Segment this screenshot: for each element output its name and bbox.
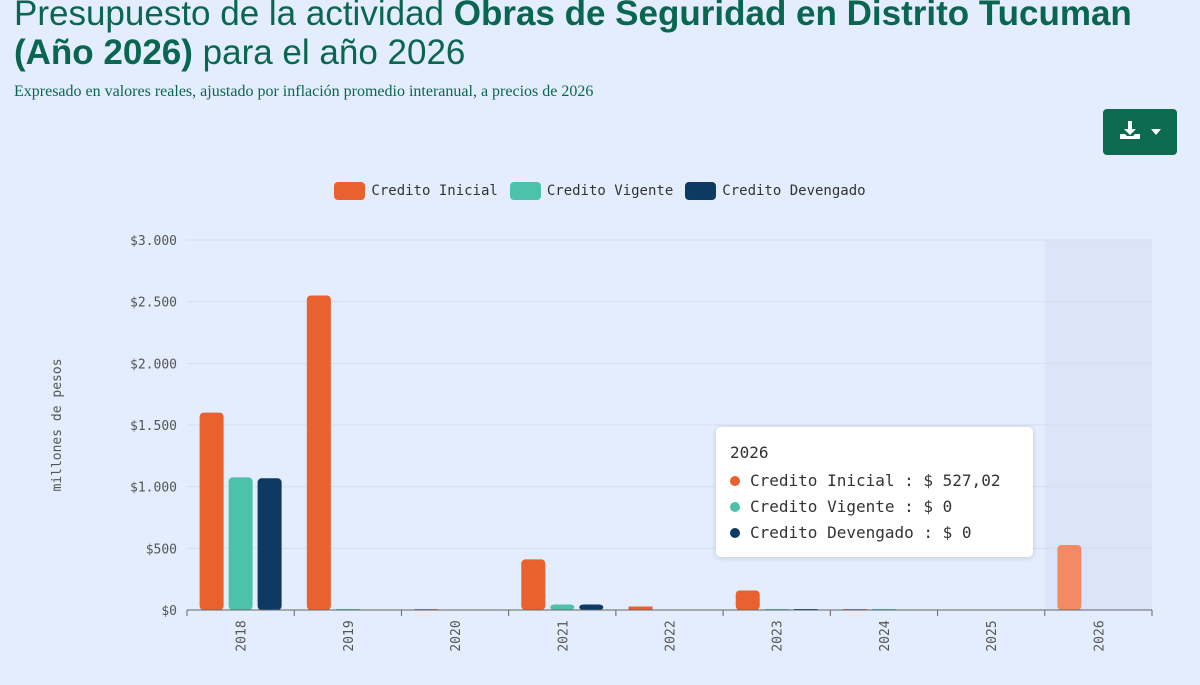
bar [199, 412, 224, 610]
y-tick-label: $3.000 [130, 234, 177, 249]
title-suffix: para el año 2026 [192, 33, 466, 72]
bar [257, 478, 282, 610]
tooltip-dot [730, 528, 740, 538]
y-tick-label: $2.000 [130, 357, 177, 372]
tooltip-text: Credito Devengado : $ 0 [750, 523, 972, 542]
chart-legend: Credito Inicial Credito Vigente Credito … [0, 182, 1200, 200]
bar [550, 604, 575, 610]
tooltip-row: Credito Vigente : $ 0 [730, 494, 1019, 520]
download-button[interactable] [1103, 109, 1177, 155]
legend-swatch [509, 182, 541, 200]
tooltip-dot [730, 502, 740, 512]
download-icon [1119, 120, 1141, 145]
tooltip-title: 2026 [730, 443, 769, 462]
x-tick-label: 2018 [235, 620, 250, 651]
y-tick-label: $1.000 [130, 481, 177, 496]
chart-tooltip: 2026 Credito Inicial : $ 527,02 Credito … [716, 427, 1033, 557]
legend-item-credito-devengado[interactable]: Credito Devengado [685, 182, 866, 200]
x-tick-label: 2019 [342, 620, 357, 651]
bar [521, 559, 546, 610]
x-tick-label: 2021 [556, 620, 571, 651]
x-tick-label: 2025 [985, 620, 1000, 651]
tooltip-text: Credito Inicial : $ 527,02 [750, 471, 1001, 490]
tooltip-row: Credito Devengado : $ 0 [730, 520, 1019, 546]
chevron-down-icon [1151, 129, 1161, 135]
y-tick-label: $500 [146, 542, 177, 557]
title-prefix: Presupuesto de la actividad [14, 0, 454, 33]
page-subtitle: Expresado en valores reales, ajustado po… [14, 83, 594, 100]
bar [1057, 545, 1082, 610]
x-tick-label: 2023 [771, 620, 786, 651]
legend-label: Credito Devengado [722, 183, 866, 199]
x-tick-label: 2020 [449, 620, 464, 651]
y-tick-label: $2.500 [130, 296, 177, 311]
page-title: Presupuesto de la actividad Obras de Seg… [14, 0, 1194, 72]
tooltip-row: Credito Inicial : $ 527,02 [730, 468, 1019, 494]
x-tick-label: 2026 [1092, 620, 1107, 651]
bar [306, 295, 331, 610]
legend-label: Credito Inicial [371, 183, 498, 199]
bar [228, 477, 253, 610]
tooltip-text: Credito Vigente : $ 0 [750, 497, 953, 516]
legend-label: Credito Vigente [546, 183, 674, 199]
legend-swatch [334, 182, 366, 200]
legend-swatch [685, 182, 717, 200]
legend-item-credito-inicial[interactable]: Credito Inicial [334, 182, 498, 200]
bar [579, 604, 604, 610]
bar [628, 606, 653, 610]
x-tick-label: 2024 [878, 620, 893, 651]
y-tick-label: $0 [161, 604, 177, 619]
title-activity: Obras de Seguridad en Distrito Tucuman (… [14, 0, 1132, 72]
bar [735, 590, 760, 610]
tooltip-dot [730, 476, 740, 486]
x-tick-label: 2022 [664, 620, 679, 651]
y-tick-label: $1.500 [130, 419, 177, 434]
legend-item-credito-vigente[interactable]: Credito Vigente [509, 182, 674, 200]
y-axis-label: millones de pesos [50, 358, 65, 491]
